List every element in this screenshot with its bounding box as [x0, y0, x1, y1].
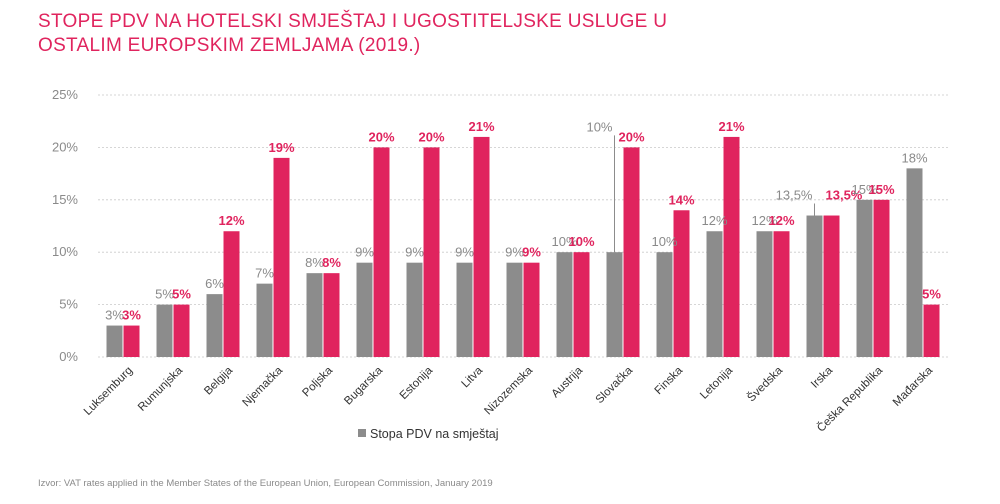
- bar-catering: [523, 262, 540, 357]
- category-label: Nizozemska: [482, 364, 535, 417]
- data-label-accommodation: 9%: [405, 245, 424, 260]
- data-label-catering: 20%: [368, 129, 394, 144]
- data-label-accommodation: 8%: [305, 255, 324, 270]
- category-label: Finska: [653, 364, 686, 397]
- data-label-accommodation: 9%: [355, 245, 374, 260]
- category-label: Njemačka: [240, 364, 285, 409]
- data-label-accommodation: 18%: [901, 150, 927, 165]
- bar-accommodation: [106, 325, 123, 357]
- data-label-accommodation: 10%: [586, 119, 612, 134]
- category-label: Mađarska: [891, 364, 936, 409]
- chart-title: STOPE PDV NA HOTELSKI SMJEŠTAJ I UGOSTIT…: [38, 11, 668, 56]
- y-tick-label: 20%: [52, 139, 78, 154]
- bar-catering: [323, 273, 340, 357]
- bar-catering: [423, 147, 440, 357]
- y-tick-label: 5%: [59, 297, 78, 312]
- data-label-accommodation: 10%: [651, 234, 677, 249]
- data-label-catering: 5%: [922, 287, 941, 302]
- bar-accommodation: [906, 168, 923, 357]
- bar-accommodation: [306, 273, 323, 357]
- data-label-catering: 14%: [668, 192, 694, 207]
- data-label-catering: 9%: [522, 245, 541, 260]
- bar-catering: [623, 147, 640, 357]
- bar-catering: [473, 136, 490, 357]
- bar-catering: [573, 252, 590, 357]
- data-label-catering: 10%: [568, 234, 594, 249]
- bar-accommodation: [706, 231, 723, 357]
- data-label-catering: 21%: [718, 119, 744, 134]
- category-label: Bugarska: [342, 364, 385, 407]
- data-label-catering: 20%: [618, 129, 644, 144]
- data-label-accommodation: 15%: [851, 182, 877, 197]
- data-label-accommodation: 10%: [551, 234, 577, 249]
- data-label-accommodation: 9%: [505, 245, 524, 260]
- bar-accommodation: [156, 304, 173, 357]
- bar-accommodation: [206, 294, 223, 357]
- y-tick-label: 0%: [59, 349, 78, 364]
- data-label-accommodation: 3%: [105, 308, 124, 323]
- bar-accommodation: [656, 252, 673, 357]
- category-label: Estonija: [398, 364, 436, 402]
- bar-accommodation: [556, 252, 573, 357]
- bar-accommodation: [806, 215, 823, 357]
- bar-accommodation: [406, 262, 423, 357]
- bar-catering: [173, 304, 190, 357]
- category-label: Letonija: [698, 364, 735, 401]
- data-label-accommodation: 5%: [155, 287, 174, 302]
- category-label: Irska: [809, 364, 836, 391]
- bar-catering: [123, 325, 140, 357]
- data-label-accommodation: 12%: [701, 213, 727, 228]
- data-label-catering: 21%: [468, 119, 494, 134]
- bar-accommodation: [756, 231, 773, 357]
- data-label-accommodation: 9%: [455, 245, 474, 260]
- data-label-catering: 3%: [122, 308, 141, 323]
- data-label-catering: 8%: [322, 255, 341, 270]
- y-tick-label: 15%: [52, 192, 78, 207]
- bar-accommodation: [856, 199, 873, 357]
- bar-accommodation: [356, 262, 373, 357]
- bar-accommodation: [256, 283, 273, 357]
- bar-accommodation: [606, 252, 623, 357]
- data-label-accommodation: 6%: [205, 276, 224, 291]
- bar-catering: [373, 147, 390, 357]
- data-label-catering: 5%: [172, 287, 191, 302]
- legend-swatch: [358, 429, 366, 437]
- y-tick-label: 25%: [52, 87, 78, 102]
- category-label: Rumunjska: [136, 364, 186, 414]
- category-label: Luksemburg: [82, 365, 135, 418]
- category-label: Švedska: [745, 364, 786, 405]
- data-label-catering: 20%: [418, 129, 444, 144]
- category-label: Poljska: [300, 364, 335, 399]
- data-label-catering: 12%: [768, 213, 794, 228]
- data-label-catering: 19%: [268, 140, 294, 155]
- y-tick-label: 10%: [52, 244, 78, 259]
- bar-catering: [223, 231, 240, 357]
- source-note: Izvor: VAT rates applied in the Member S…: [38, 478, 493, 489]
- bar-catering: [773, 231, 790, 357]
- bar-accommodation: [506, 262, 523, 357]
- data-label-accommodation: 7%: [255, 266, 274, 281]
- category-label: Slovačka: [594, 364, 636, 406]
- legend-label: Stopa PDV na smještaj: [370, 427, 499, 441]
- data-label-catering: 12%: [218, 213, 244, 228]
- data-label-accommodation: 12%: [751, 213, 777, 228]
- data-label-accommodation: 13,5%: [776, 188, 813, 203]
- bar-catering: [723, 136, 740, 357]
- bar-catering: [923, 304, 940, 357]
- bar-catering: [823, 215, 840, 357]
- data-label-catering: 15%: [868, 182, 894, 197]
- bar-accommodation: [456, 262, 473, 357]
- category-label: Austrija: [550, 364, 586, 400]
- bar-catering: [673, 210, 690, 357]
- category-label: Litva: [459, 364, 485, 390]
- bar-catering: [273, 157, 290, 357]
- category-label: Belgija: [202, 364, 235, 397]
- data-label-catering: 13,5%: [826, 188, 863, 203]
- bar-catering: [873, 199, 890, 357]
